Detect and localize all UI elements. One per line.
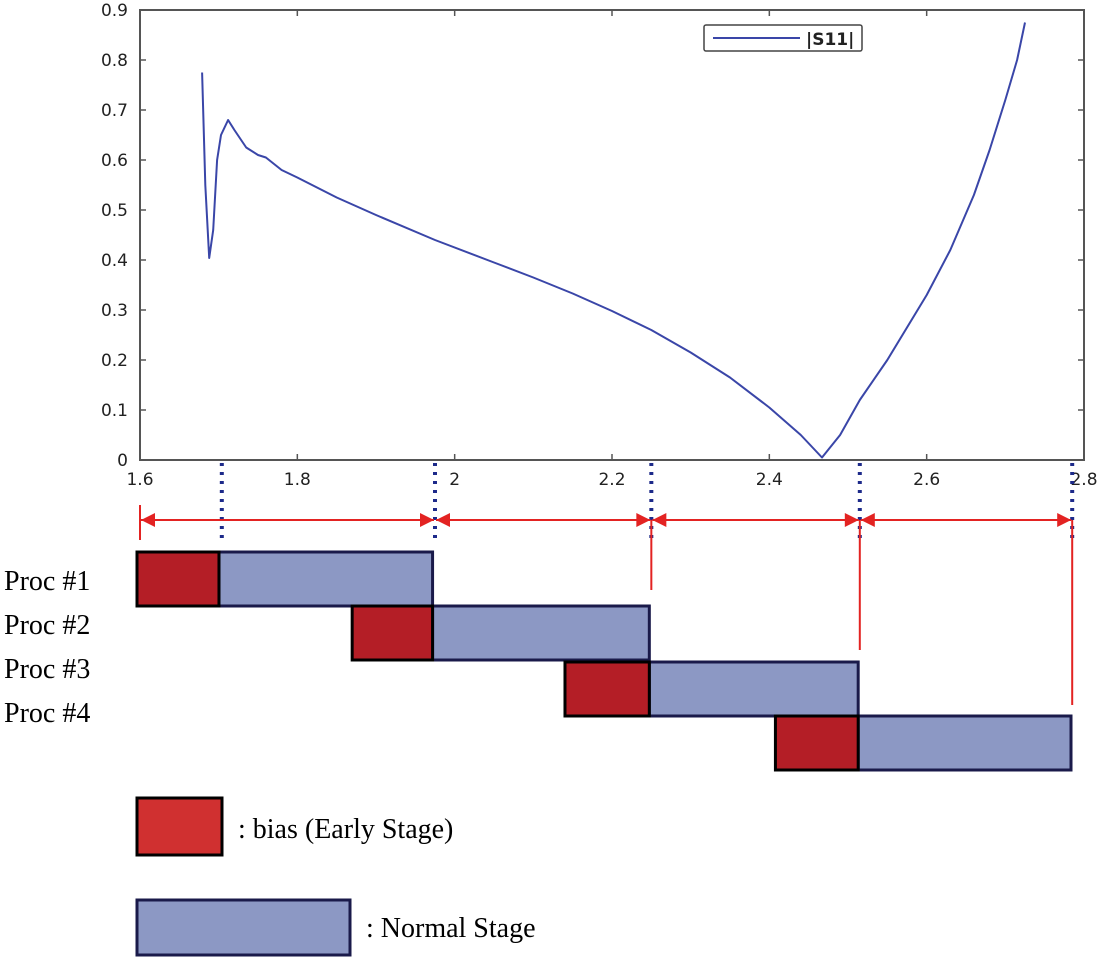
x-tick-label: 2.2 — [598, 470, 625, 490]
y-tick-label: 0 — [117, 451, 128, 471]
x-tick-label: 2.4 — [756, 470, 783, 490]
x-tick-label: 2.8 — [1070, 470, 1097, 490]
arrowhead-left — [860, 513, 875, 527]
process-schedule: Proc #1 Proc #2 Proc #3 Proc #4 — [4, 550, 1073, 772]
process-label: Proc #4 — [4, 698, 90, 729]
y-tick-label: 0.7 — [101, 101, 128, 121]
normal-stage-bar — [217, 550, 435, 608]
x-tick-label: 1.6 — [126, 470, 153, 490]
arrowhead-left — [436, 513, 450, 527]
normal-stage-bar — [856, 714, 1073, 772]
arrowhead-right — [1057, 513, 1072, 527]
x-tick-label: 2.6 — [913, 470, 940, 490]
bias-swatch — [135, 796, 224, 857]
y-tick-label: 0.5 — [101, 201, 128, 221]
arrowhead-right — [420, 513, 434, 527]
plot-frame — [139, 9, 1085, 461]
bias-stage-bar — [135, 550, 221, 608]
normal-swatch — [135, 898, 352, 957]
y-tick-label: 0.8 — [101, 51, 128, 71]
s11-series — [201, 22, 1026, 459]
bias-stage-bar — [563, 660, 651, 718]
y-tick-label: 0.6 — [101, 151, 128, 171]
boundary-markers — [139, 463, 1075, 705]
plot-legend: |S11| — [703, 24, 863, 52]
x-tick-label: 2 — [449, 470, 460, 490]
normal-stage-bar — [431, 604, 651, 662]
normal-legend-label: : Normal Stage — [366, 913, 536, 944]
plot-axes — [139, 9, 1085, 461]
y-tick-label: 0.1 — [101, 401, 128, 421]
tick-labels: 1.6 1.8 2 2.2 2.4 2.6 2.8 0 0.1 0.2 0.3 0.4 0.5 0.6 0.… — [101, 1, 1098, 490]
stage-legend: : bias (Early Stage) : Normal Stage — [135, 796, 536, 957]
bias-stage-bar — [773, 714, 860, 772]
y-tick-label: 0.2 — [101, 351, 128, 371]
y-tick-label: 0.4 — [101, 251, 128, 271]
arrowhead-right — [844, 513, 859, 527]
y-tick-label: 0.3 — [101, 301, 128, 321]
x-tick-label: 1.8 — [284, 470, 311, 490]
bias-stage-bar — [350, 604, 435, 662]
process-label: Proc #1 — [4, 566, 90, 597]
bias-legend-label: : bias (Early Stage) — [238, 814, 453, 845]
process-label: Proc #2 — [4, 610, 90, 641]
s11-line — [201, 22, 1026, 459]
y-tick-label: 0.9 — [101, 1, 128, 21]
legend-label-s11: |S11| — [806, 30, 854, 50]
normal-stage-bar — [647, 660, 860, 718]
arrowhead-right — [636, 513, 651, 527]
process-label: Proc #3 — [4, 654, 90, 685]
arrowhead-left — [141, 513, 155, 527]
arrowhead-left — [652, 513, 667, 527]
